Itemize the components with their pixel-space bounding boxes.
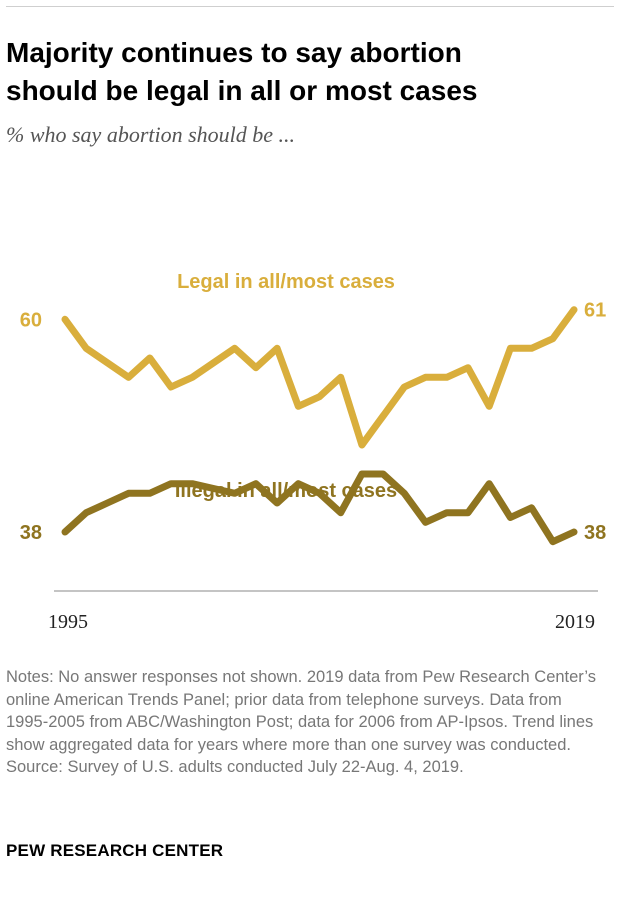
series-label-illegal: Illegal in all/most cases	[175, 480, 397, 502]
line-chart: 1995 2019 Legal in all/most cases Illega…	[20, 271, 607, 633]
chart-notes: Notes: No answer responses not shown. 20…	[6, 666, 606, 779]
top-rule	[6, 6, 614, 7]
data-label-illegal-end: 38	[584, 522, 606, 544]
series-label-legal: Legal in all/most cases	[177, 271, 395, 293]
series-line-legal	[61, 306, 578, 449]
chart-subtitle: % who say abortion should be ...	[6, 122, 296, 147]
series-line-illegal	[61, 470, 578, 546]
x-tick-label-end: 2019	[555, 611, 595, 633]
notes-text: Notes: No answer responses not shown. 20…	[6, 668, 597, 754]
title-line-1: Majority continues to say abortion	[6, 37, 462, 68]
data-label-legal-end: 61	[584, 300, 606, 322]
source-text: Source: Survey of U.S. adults conducted …	[6, 758, 464, 776]
chart-title: Majority continues to say abortion shoul…	[6, 34, 606, 110]
x-tick-label-start: 1995	[48, 611, 88, 633]
data-label-legal-start: 60	[20, 309, 42, 331]
title-line-2: should be legal in all or most cases	[6, 75, 478, 106]
data-label-illegal-start: 38	[20, 522, 42, 544]
brand-footer: PEW RESEARCH CENTER	[6, 841, 224, 860]
